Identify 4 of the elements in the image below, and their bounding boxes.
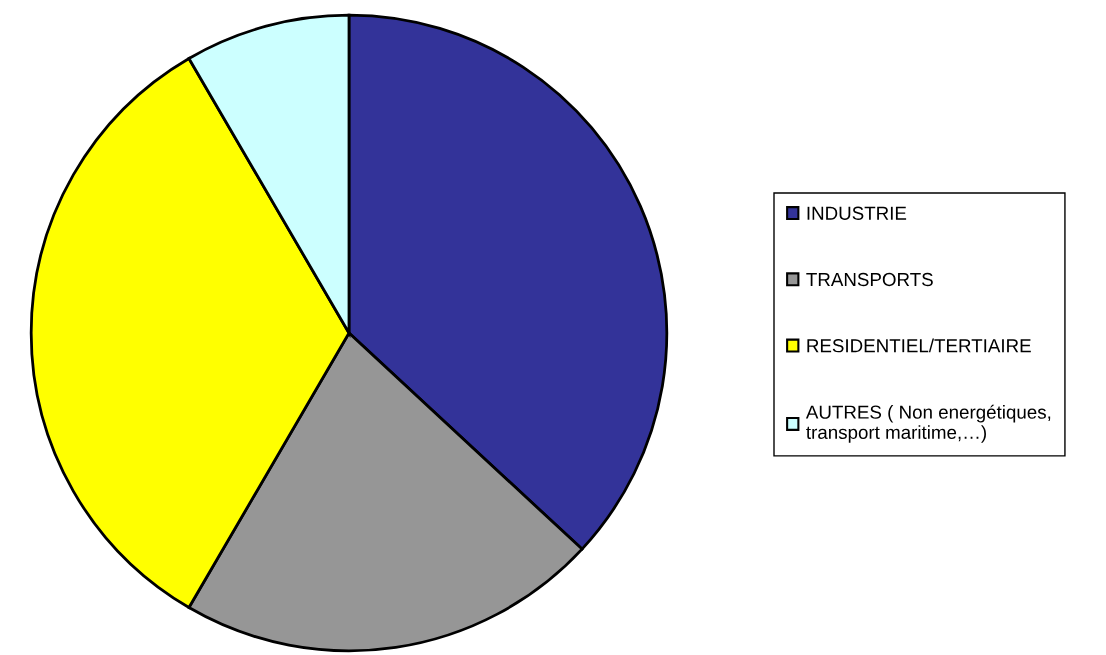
legend-label: INDUSTRIE (807, 206, 907, 220)
legend-label: TRANSPORTS (806, 272, 933, 287)
legend-label: AUTRES ( Non energétiques, transport maritime,…) (805, 404, 1051, 443)
legend-label: RESIDENTIEL/TERTIAIRE (807, 338, 1031, 353)
